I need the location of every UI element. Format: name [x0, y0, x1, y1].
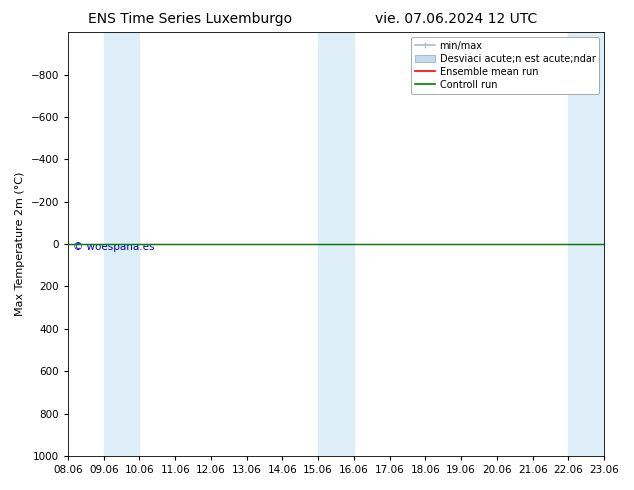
Legend: min/max, Desviaci acute;n est acute;ndar, Ensemble mean run, Controll run: min/max, Desviaci acute;n est acute;ndar… [411, 37, 599, 94]
Bar [568, 32, 604, 456]
Y-axis label: Max Temperature 2m (°C): Max Temperature 2m (°C) [15, 172, 25, 316]
Text: © woespana.es: © woespana.es [74, 242, 155, 252]
Text: vie. 07.06.2024 12 UTC: vie. 07.06.2024 12 UTC [375, 12, 538, 26]
Text: ENS Time Series Luxemburgo: ENS Time Series Luxemburgo [88, 12, 292, 26]
Bar [104, 32, 139, 456]
Bar [318, 32, 354, 456]
